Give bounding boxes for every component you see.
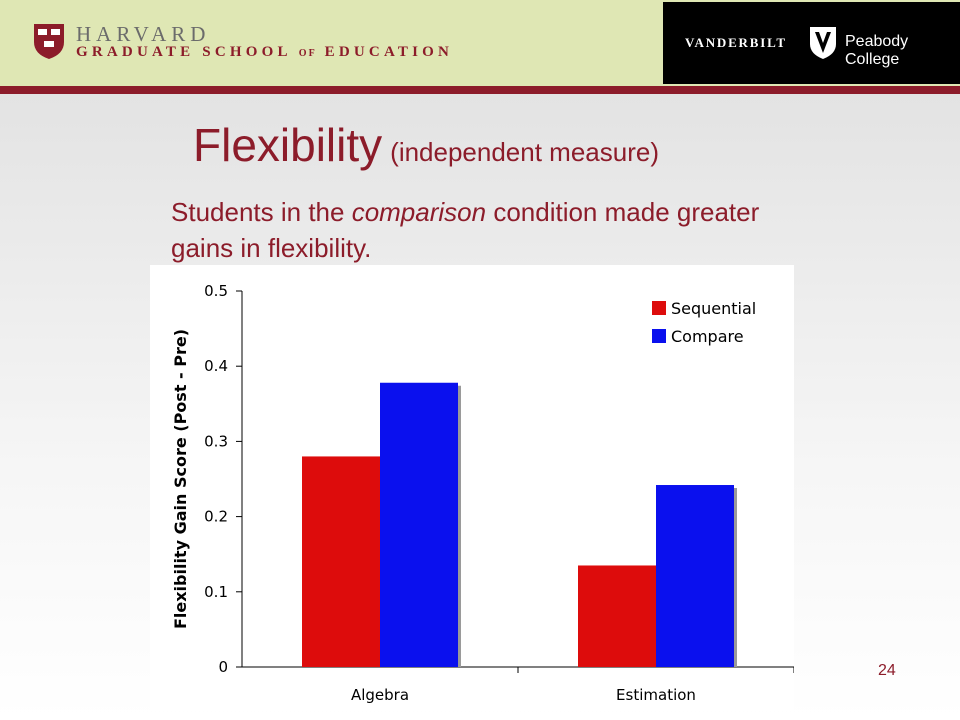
harvard-school-text: GRADUATE SCHOOL	[76, 44, 291, 60]
chart-panel: 0 0.1 0.2 0.3 0.4 0.5 Flexibility Gain Score (…	[150, 265, 794, 710]
bar-sequential-estimation	[578, 565, 656, 667]
title-main: Flexibility	[193, 119, 383, 171]
y-axis-title: Flexibility Gain Score (Post - Pre)	[171, 329, 190, 629]
page-number: 24	[878, 662, 896, 679]
slide-subtitle: Students in the comparison condition mad…	[171, 194, 811, 266]
vanderbilt-wordmark: VANDERBILT	[685, 35, 787, 50]
title-subtitle: (independent measure)	[390, 137, 659, 167]
bar-chart: 0 0.1 0.2 0.3 0.4 0.5 Flexibility Gain Score (…	[171, 282, 794, 704]
harvard-wordmark: HARVARD	[76, 22, 211, 46]
legend-swatch-compare	[652, 329, 666, 343]
harvard-school-of: OF	[298, 48, 317, 59]
bar-compare-estimation	[656, 485, 734, 667]
y-tick-label: 0.1	[204, 583, 228, 601]
harvard-school-name: GRADUATE SCHOOL OF EDUCATION	[76, 44, 453, 61]
harvard-shield-icon	[34, 24, 64, 59]
x-tick-label: Estimation	[616, 686, 696, 704]
peabody-college-wordmark: Peabody College	[845, 33, 909, 68]
y-tick-label: 0	[218, 658, 228, 676]
x-tick-label: Algebra	[351, 686, 409, 704]
bar-sequential-algebra	[302, 456, 380, 667]
vanderbilt-logo-box: VANDERBILT Peabody College	[663, 2, 960, 84]
bar-compare-algebra	[380, 382, 458, 667]
y-tick-label: 0.4	[204, 357, 228, 375]
legend-label-compare: Compare	[671, 327, 744, 346]
y-tick-label: 0.5	[204, 282, 228, 300]
y-tick-label: 0.2	[204, 508, 228, 526]
legend-label-sequential: Sequential	[671, 299, 756, 318]
subtitle-part2: condition made greater gains in flexibil…	[171, 197, 760, 263]
header-divider	[0, 86, 960, 94]
slide-title: Flexibility (independent measure)	[193, 118, 659, 172]
vanderbilt-v-oak-icon	[810, 27, 836, 59]
subtitle-emphasis: comparison	[351, 197, 487, 227]
legend-swatch-sequential	[652, 301, 666, 315]
harvard-school-education: EDUCATION	[324, 44, 454, 60]
subtitle-part1: Students in the	[171, 197, 352, 227]
header-banner: HARVARD GRADUATE SCHOOL OF EDUCATION VAN…	[0, 0, 960, 86]
y-tick-label: 0.3	[204, 432, 228, 450]
